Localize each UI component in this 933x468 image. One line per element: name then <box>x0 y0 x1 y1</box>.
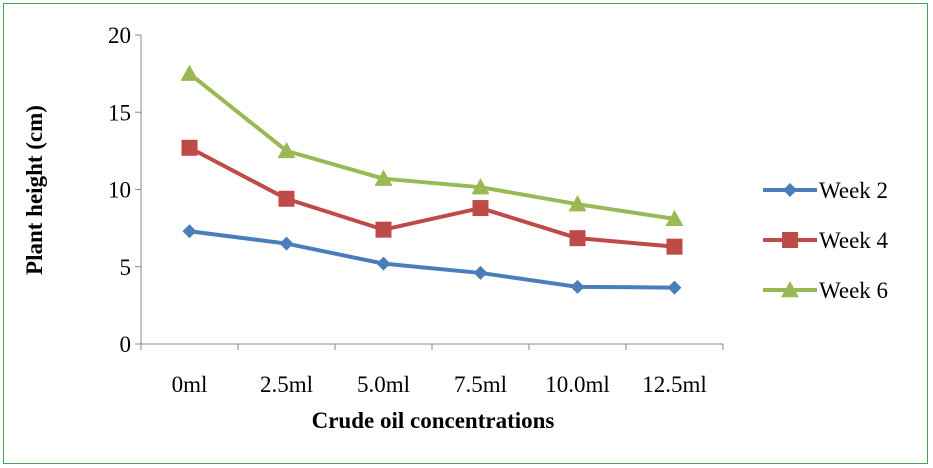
series-line-week-2 <box>189 229 675 290</box>
data-point <box>568 195 587 212</box>
legend-marker <box>781 281 799 298</box>
chart-frame <box>3 3 928 464</box>
data-point <box>667 280 682 295</box>
y-tick-label: 20 <box>108 23 131 48</box>
x-tick-label: 10.0ml <box>545 372 610 397</box>
series-line-week-6 <box>188 72 675 221</box>
data-point <box>570 279 585 294</box>
axes: 0 5 10 15 20 0ml 2.5ml 5.0ml 7.5ml 10.0ml 12.5ml <box>108 23 724 397</box>
series-layer <box>180 64 684 295</box>
x-axis-title: Crude oil concentrations <box>312 408 555 433</box>
legend-label: Week 4 <box>819 228 889 253</box>
x-tick-label: 5.0ml <box>357 372 410 397</box>
x-tick-label: 2.5ml <box>260 372 313 397</box>
y-tick-label: 15 <box>108 100 131 125</box>
data-point <box>278 190 295 207</box>
data-point <box>375 221 392 238</box>
x-tick-label: 7.5ml <box>454 372 507 397</box>
data-point <box>182 224 197 239</box>
legend-marker <box>782 232 798 248</box>
data-point <box>279 236 294 251</box>
legend-label: Week 2 <box>819 178 888 203</box>
x-tick-label: 0ml <box>172 372 208 397</box>
legend-label: Week 6 <box>819 278 888 303</box>
data-point <box>277 141 296 159</box>
legend-marker <box>783 183 797 197</box>
y-tick-label: 10 <box>108 178 131 203</box>
data-point <box>471 178 490 195</box>
data-point <box>180 64 199 81</box>
data-point <box>374 169 393 186</box>
data-point <box>666 238 683 255</box>
data-point <box>665 209 684 227</box>
data-point <box>181 139 198 156</box>
data-point <box>569 230 586 247</box>
y-tick-label: 0 <box>120 332 132 357</box>
series-line-week-4 <box>188 146 675 249</box>
x-tick-label: 12.5ml <box>642 372 707 397</box>
y-tick-label: 5 <box>120 255 132 280</box>
data-point <box>473 265 488 280</box>
data-point <box>376 256 391 271</box>
y-axis-title: Plant height (cm) <box>22 105 47 275</box>
data-point <box>472 200 489 217</box>
legend: Week 2 Week 4 Week 6 <box>763 178 889 303</box>
